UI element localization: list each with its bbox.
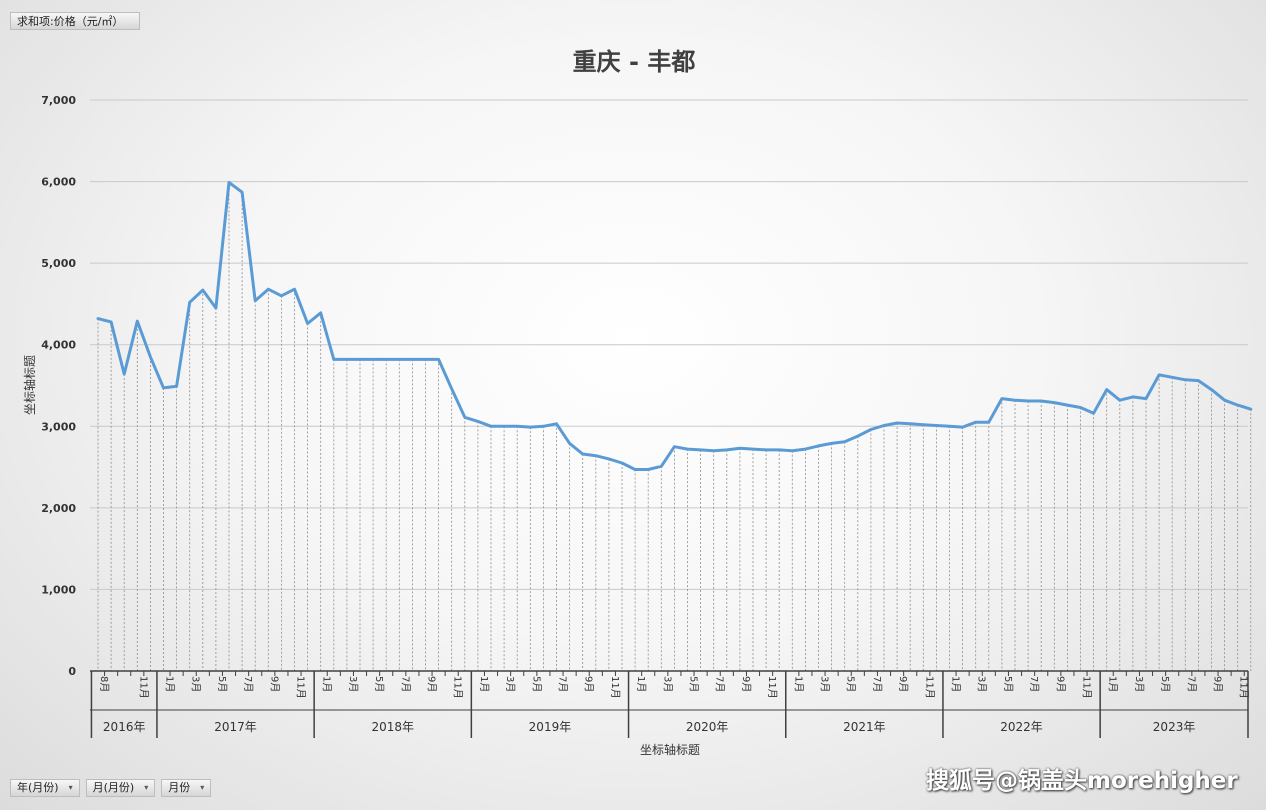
y-tick-label: 6,000 xyxy=(41,176,76,189)
y-axis: 0 1,000 2,000 3,000 4,000 5,000 6,000 7,000 xyxy=(41,94,76,678)
x-tick-label: 11月 xyxy=(452,676,464,699)
x-tick-label: 3月 xyxy=(661,676,673,692)
x-tick-label: 11月 xyxy=(1238,676,1250,699)
axis-field-buttons: 年(月份) ▾ 月(月份) ▾ 月份 ▾ xyxy=(10,779,212,799)
x-tick-label: 9月 xyxy=(897,676,909,692)
x-tick-label: 5月 xyxy=(845,676,857,692)
x-tick-label: 3月 xyxy=(976,676,988,692)
y-tick-label: 1,000 xyxy=(41,583,76,596)
year-label: 2019年 xyxy=(529,720,572,734)
x-tick-label: 1月 xyxy=(635,676,647,692)
x-tick-label: 7月 xyxy=(399,676,411,692)
watermark: 搜狐号@锅盖头morehigher xyxy=(926,768,1238,794)
year-label: 2017年 xyxy=(214,720,257,734)
y-axis-title: 坐标轴标题 xyxy=(22,355,37,415)
drop-lines xyxy=(97,182,1252,671)
dropdown-arrow-icon[interactable]: ▾ xyxy=(68,783,73,792)
x-tick-label: 9月 xyxy=(268,676,280,692)
x-tick-label: 3月 xyxy=(1133,676,1145,692)
x-tick-label: 9月 xyxy=(583,676,595,692)
dropdown-arrow-icon[interactable]: ▾ xyxy=(200,783,205,792)
x-tick-label: 7月 xyxy=(714,676,726,692)
dropdown-arrow-icon[interactable]: ▾ xyxy=(144,783,149,792)
gridlines xyxy=(90,99,1248,590)
x-tick-label: 1月 xyxy=(792,676,804,692)
x-tick-label: 3月 xyxy=(819,676,831,692)
pivot-value-field-button[interactable]: 求和项:价格（元/㎡） xyxy=(10,12,140,30)
x-tick-label: 5月 xyxy=(1002,676,1014,692)
x-tick-label: 3月 xyxy=(190,676,202,692)
monthly-field-button[interactable]: 月份 ▾ xyxy=(161,779,212,797)
x-axis-title: 坐标轴标题 xyxy=(640,742,700,757)
x-tick-label: 1月 xyxy=(478,676,490,692)
x-tick-label: 7月 xyxy=(1028,676,1040,692)
year-label: 2020年 xyxy=(686,720,729,734)
y-tick-label: 0 xyxy=(68,665,76,678)
x-tick-label: 7月 xyxy=(557,676,569,692)
y-tick-label: 2,000 xyxy=(41,502,76,515)
month-field-label: 月(月份) xyxy=(92,781,135,794)
x-tick-label: 9月 xyxy=(740,676,752,692)
year-label: 2016年 xyxy=(103,720,146,734)
year-field-label: 年(月份) xyxy=(17,781,59,794)
y-tick-label: 4,000 xyxy=(41,339,76,352)
price-line xyxy=(96,180,1253,471)
x-axis: 8月 11月 1月 3月 5月 7月 9月 11月 1月 3月 5月 7月 9月 11月 1月 3月 5月 7月 9… xyxy=(90,670,1250,738)
x-tick-label: 1月 xyxy=(950,676,962,692)
chart-title: 重庆 - 丰都 xyxy=(573,48,696,76)
x-tick-label: 1月 xyxy=(1107,676,1119,692)
monthly-field-label: 月份 xyxy=(168,781,191,794)
x-tick-label: 11月 xyxy=(766,676,778,699)
x-tick-label: 7月 xyxy=(871,676,883,692)
year-label: 2018年 xyxy=(371,720,414,734)
year-label: 2021年 xyxy=(843,720,886,734)
x-tick-label: 3月 xyxy=(504,676,516,692)
x-tick-label: 9月 xyxy=(426,676,438,692)
month-field-button[interactable]: 月(月份) ▾ xyxy=(85,779,156,797)
y-tick-label: 3,000 xyxy=(41,420,76,433)
x-tick-label: 11月 xyxy=(923,676,935,699)
x-tick-label: 5月 xyxy=(373,676,385,692)
x-tick-label: 5月 xyxy=(1159,676,1171,692)
x-tick-label: 3月 xyxy=(347,676,359,692)
x-tick-label: 11月 xyxy=(1081,676,1093,699)
year-label: 2022年 xyxy=(1000,720,1043,734)
year-field-button[interactable]: 年(月份) ▾ xyxy=(10,779,80,797)
x-tick-label: 11月 xyxy=(609,676,621,699)
series-line xyxy=(96,180,1253,471)
y-tick-label: 7,000 xyxy=(41,94,76,107)
x-tick-label: 1月 xyxy=(164,676,176,692)
x-tick-label: 9月 xyxy=(1054,676,1066,692)
y-tick-label: 5,000 xyxy=(41,257,76,270)
x-tick-label: 5月 xyxy=(216,676,228,692)
x-tick-label: 7月 xyxy=(1185,676,1197,692)
x-tick-label: 5月 xyxy=(530,676,542,692)
x-tick-label: 8月 xyxy=(98,676,110,692)
x-tick-label: 11月 xyxy=(295,676,307,699)
x-tick-label: 1月 xyxy=(321,676,333,692)
x-tick-label: 5月 xyxy=(688,676,700,692)
x-tick-label: 9月 xyxy=(1212,676,1224,692)
x-tick-label: 7月 xyxy=(242,676,254,692)
year-label: 2023年 xyxy=(1153,720,1196,734)
x-tick-label: 11月 xyxy=(137,676,149,699)
